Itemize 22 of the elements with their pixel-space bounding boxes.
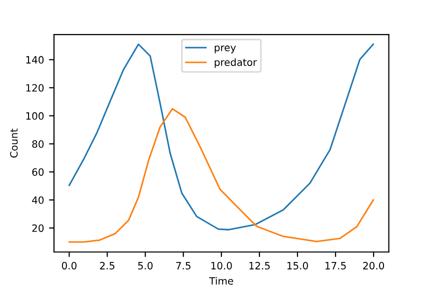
x-tick-label: 0.0: [62, 262, 77, 270]
x-tick-label: 15.0: [287, 262, 308, 270]
x-tick-label: 7.5: [176, 262, 190, 270]
x-tick-label: 10.0: [211, 262, 232, 270]
x-tick-label: 2.5: [100, 262, 114, 270]
y-tick-label: 120: [26, 84, 44, 92]
y-tick-label: 40: [32, 196, 44, 204]
line-series: [68, 108, 374, 243]
legend-label: prey: [214, 46, 236, 54]
y-tick-label: 80: [32, 140, 44, 148]
y-axis-title: Count: [10, 128, 18, 158]
y-tick-label: 140: [26, 56, 44, 64]
legend-label: predator: [214, 58, 257, 68]
x-tick-label: 20.0: [363, 262, 384, 270]
y-tick-label: 60: [32, 168, 44, 176]
x-axis-title: Time: [209, 276, 234, 285]
y-tick-label: 20: [32, 224, 44, 232]
x-tick-label: 17.5: [326, 262, 346, 270]
line-series: [68, 43, 374, 230]
x-tick-label: 5.0: [138, 262, 153, 270]
y-tick-label: 100: [26, 112, 44, 120]
x-tick-label: 12.5: [249, 262, 270, 270]
